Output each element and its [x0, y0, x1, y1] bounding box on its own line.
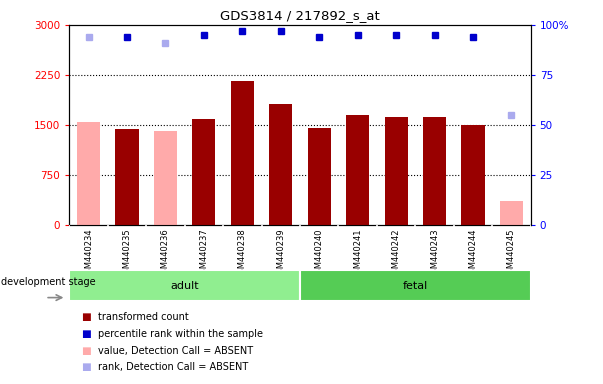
Text: GSM440244: GSM440244 — [469, 228, 478, 279]
Text: ■: ■ — [81, 362, 91, 372]
Bar — [423, 117, 446, 225]
Text: GSM440245: GSM440245 — [507, 228, 516, 279]
Text: GSM440241: GSM440241 — [353, 228, 362, 279]
Text: GSM440237: GSM440237 — [200, 228, 209, 279]
Text: GSM440243: GSM440243 — [430, 228, 439, 279]
Bar — [69, 270, 300, 301]
Bar — [308, 128, 330, 225]
Text: GSM440240: GSM440240 — [315, 228, 324, 279]
Bar — [346, 116, 369, 225]
Text: ■: ■ — [81, 346, 91, 356]
Bar — [269, 104, 292, 225]
Bar — [192, 119, 215, 225]
Bar — [385, 117, 408, 225]
Text: development stage: development stage — [1, 277, 95, 287]
Bar — [231, 81, 254, 225]
Text: GSM440238: GSM440238 — [238, 228, 247, 279]
Bar — [77, 122, 100, 225]
Text: GSM440242: GSM440242 — [391, 228, 400, 279]
Text: GSM440239: GSM440239 — [276, 228, 285, 279]
Text: GSM440235: GSM440235 — [122, 228, 131, 279]
Text: transformed count: transformed count — [98, 312, 189, 322]
Text: value, Detection Call = ABSENT: value, Detection Call = ABSENT — [98, 346, 253, 356]
Bar — [461, 126, 485, 225]
Text: ■: ■ — [81, 312, 91, 322]
Text: GSM440236: GSM440236 — [161, 228, 170, 279]
Text: rank, Detection Call = ABSENT: rank, Detection Call = ABSENT — [98, 362, 248, 372]
Text: ■: ■ — [81, 329, 91, 339]
Bar — [300, 270, 531, 301]
Bar — [500, 201, 523, 225]
Bar — [154, 131, 177, 225]
Text: fetal: fetal — [403, 281, 428, 291]
Text: percentile rank within the sample: percentile rank within the sample — [98, 329, 264, 339]
Title: GDS3814 / 217892_s_at: GDS3814 / 217892_s_at — [220, 9, 380, 22]
Bar — [116, 129, 139, 225]
Text: adult: adult — [171, 281, 199, 291]
Text: GSM440234: GSM440234 — [84, 228, 93, 279]
